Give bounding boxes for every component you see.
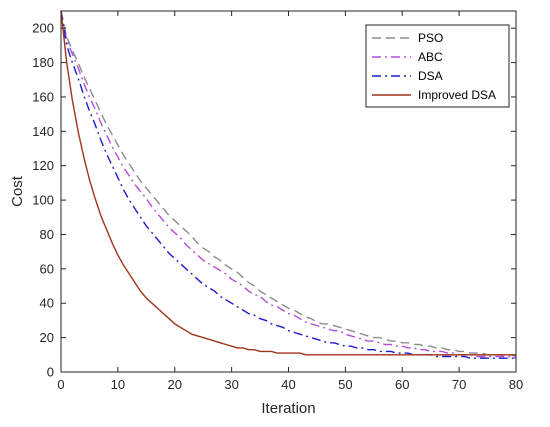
x-tick-label: 60 bbox=[395, 377, 409, 392]
series-line-abc bbox=[60, 10, 517, 359]
y-tick-label: 200 bbox=[32, 21, 54, 36]
x-axis-ticks: 0 10 20 30 40 50 60 70 80 bbox=[57, 11, 523, 392]
legend-label: Improved DSA bbox=[418, 88, 496, 102]
series-lines bbox=[60, 10, 517, 359]
y-tick-label: 20 bbox=[40, 330, 54, 345]
series-line-pso bbox=[60, 10, 517, 358]
x-tick-label: 10 bbox=[111, 377, 125, 392]
series-line-dsa bbox=[60, 10, 516, 359]
legend-label: ABC bbox=[418, 50, 443, 64]
y-tick-label: 160 bbox=[32, 89, 54, 104]
x-tick-label: 70 bbox=[452, 377, 466, 392]
x-tick-label: 80 bbox=[509, 377, 523, 392]
y-tick-label: 0 bbox=[47, 365, 54, 380]
x-tick-label: 20 bbox=[168, 377, 182, 392]
series-line-improved-dsa bbox=[60, 10, 516, 356]
x-tick-label: 30 bbox=[224, 377, 238, 392]
y-tick-label: 100 bbox=[32, 193, 54, 208]
x-tick-label: 40 bbox=[281, 377, 295, 392]
y-tick-label: 120 bbox=[32, 158, 54, 173]
y-axis-ticks: 0 20 40 60 80 100 120 140 160 180 200 bbox=[32, 21, 516, 380]
legend-label: PSO bbox=[418, 31, 443, 45]
y-tick-label: 80 bbox=[40, 227, 54, 242]
y-tick-label: 180 bbox=[32, 55, 54, 70]
x-tick-label: 0 bbox=[57, 377, 64, 392]
legend-label: DSA bbox=[418, 69, 443, 83]
y-tick-label: 40 bbox=[40, 296, 54, 311]
legend: PSO ABC DSA Improved DSA bbox=[365, 24, 510, 108]
y-axis-label: Cost bbox=[9, 175, 26, 207]
x-tick-label: 50 bbox=[338, 377, 352, 392]
y-tick-label: 60 bbox=[40, 261, 54, 276]
y-tick-label: 140 bbox=[32, 124, 54, 139]
x-axis-label: Iteration bbox=[261, 400, 315, 417]
